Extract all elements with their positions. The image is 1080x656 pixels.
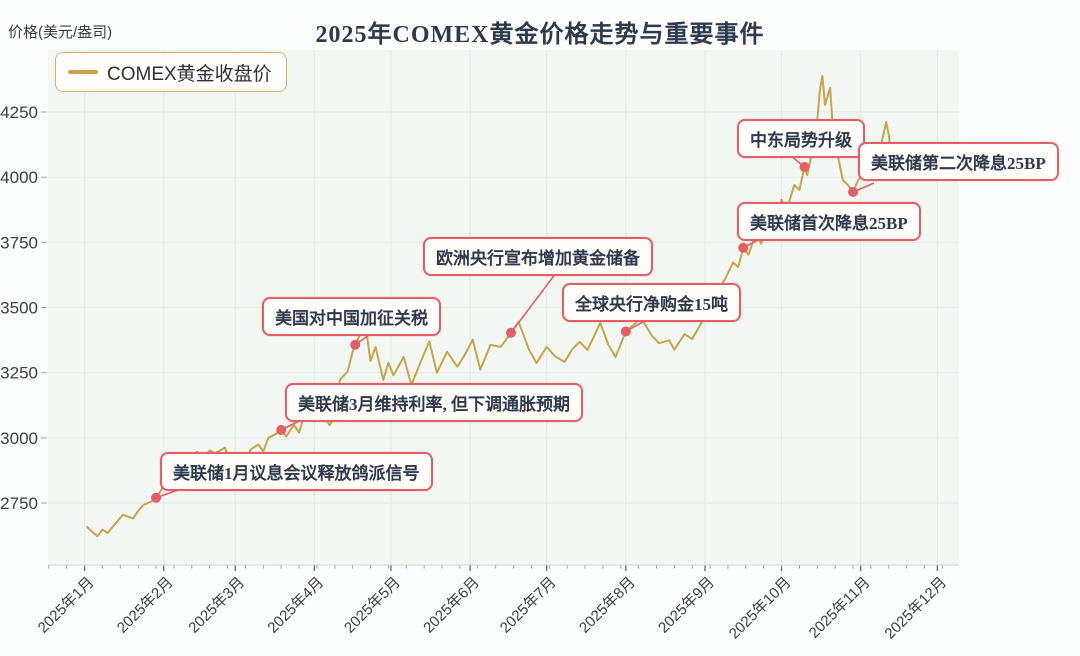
y-tick-label: 2750 [0, 494, 38, 513]
event-dot [738, 242, 749, 253]
y-tick-label: 4250 [0, 103, 38, 122]
x-tick-label: 2025年10月 [726, 574, 795, 643]
y-axis-unit-label: 价格(美元/盎司) [8, 24, 113, 41]
chart-title: 2025年COMEX黄金价格走势与重要事件 [315, 22, 765, 48]
legend-series-label: COMEX黄金收盘价 [107, 63, 272, 85]
x-tick-label: 2025年6月 [420, 574, 483, 637]
event-dot [350, 339, 361, 350]
event-dot [151, 492, 162, 503]
annotation-us-tariffs-on-china: 美国对中国加征关税 [262, 297, 441, 336]
x-tick-label: 2025年11月 [806, 574, 874, 642]
x-tick-label: 2025年8月 [576, 574, 639, 637]
x-tick-label: 2025年9月 [655, 574, 718, 637]
y-tick-label: 3250 [0, 364, 38, 383]
y-tick-label: 3500 [0, 299, 38, 318]
y-tick-label: 4000 [0, 168, 38, 187]
y-tick-label: 3000 [0, 429, 38, 448]
legend: COMEX黄金收盘价 [55, 52, 287, 92]
x-tick-label: 2025年4月 [264, 574, 327, 637]
annotation-fed-march-hold-rates: 美联储3月维持利率, 但下调通胀预期 [285, 383, 583, 422]
x-tick-label: 2025年7月 [497, 574, 560, 637]
event-dot [848, 187, 859, 198]
legend-line-swatch [68, 70, 98, 74]
annotation-fed-second-rate-cut: 美联储第二次降息25BP [858, 142, 1059, 181]
annotation-central-banks-net-gold-purchase: 全球央行净购金15吨 [562, 283, 741, 322]
event-dot [799, 162, 810, 173]
x-tick-label: 2025年3月 [185, 574, 248, 637]
annotation-middle-east-escalation: 中东局势升级 [737, 119, 865, 158]
annotation-fed-first-rate-cut: 美联储首次降息25BP [737, 202, 921, 241]
x-tick-label: 2025年12月 [881, 574, 950, 643]
event-dot [276, 425, 287, 436]
event-markers [151, 154, 875, 503]
event-dot [505, 327, 516, 338]
x-tick-label: 2025年1月 [35, 574, 98, 637]
y-tick-label: 3750 [0, 233, 38, 252]
event-dot [620, 326, 631, 337]
x-tick-label: 2025年2月 [114, 574, 177, 637]
annotation-ecb-increase-gold-reserves: 欧洲央行宣布增加黄金储备 [423, 237, 653, 276]
x-tick-label: 2025年5月 [341, 574, 404, 637]
annotation-fed-january-dovish-signal: 美联储1月议息会议释放鸽派信号 [160, 452, 433, 491]
